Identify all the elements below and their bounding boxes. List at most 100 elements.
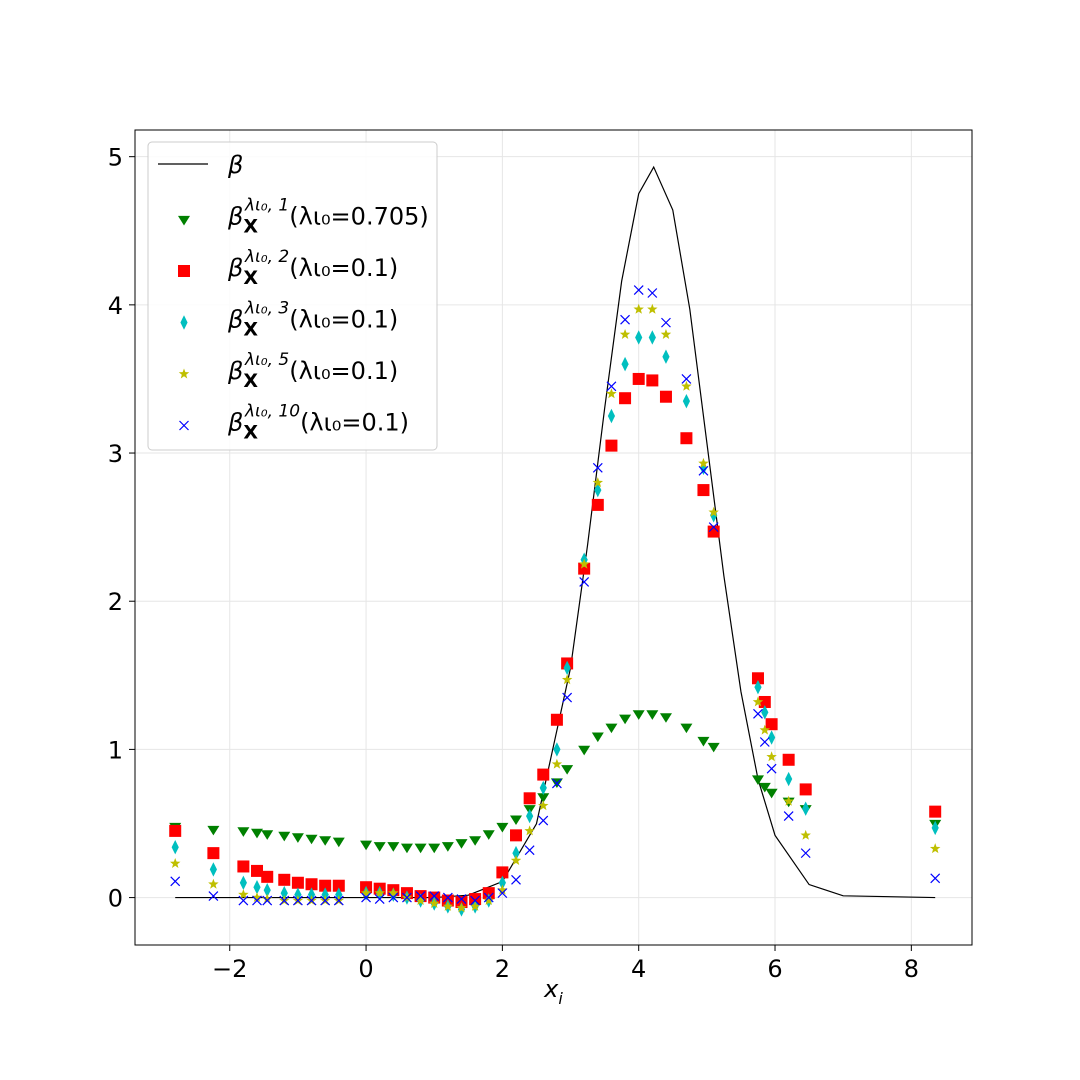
point [388,892,399,903]
point [291,876,304,889]
x-tick-label: 0 [358,955,373,983]
point [207,825,220,836]
point [766,751,777,762]
legend-base: β [227,409,243,437]
point [251,864,264,877]
point [929,805,942,818]
legend-sup: λι₀, 2 [244,247,289,267]
point [261,870,274,883]
point [305,878,318,891]
point [208,891,219,902]
point [496,822,509,833]
point [708,506,719,517]
point [648,330,656,345]
legend-label: βXλι₀, 3(λι₀=0.1) [227,299,398,341]
point [252,895,262,906]
point [510,815,523,826]
point [785,771,793,787]
point [707,742,720,753]
legend-sup: λι₀, 3 [244,299,289,319]
point [415,891,426,902]
y-tick-label: 5 [108,144,123,172]
point [550,713,563,726]
point [239,875,247,890]
legend-tail: (λι₀=0.1) [300,409,409,437]
point [292,895,303,906]
point [783,795,794,806]
point [708,522,719,533]
point [261,830,274,840]
x-tick-label: −2 [212,955,247,983]
point [578,558,590,569]
point [171,840,179,855]
point [698,457,709,468]
legend-marker [179,420,189,431]
point [751,672,764,685]
point [374,887,385,898]
point [929,843,941,854]
point [526,808,534,824]
point [661,317,671,328]
point [562,692,573,703]
point [428,843,441,854]
point [237,827,250,837]
point [632,372,645,385]
x-tick-label: 4 [631,955,646,983]
point [930,873,941,884]
y-tick-label: 1 [108,736,123,764]
point [592,462,603,473]
point [633,285,644,295]
point [681,380,692,391]
point [402,892,412,903]
legend-marker [180,315,188,330]
point [209,862,217,877]
point [591,732,604,743]
point [373,842,386,852]
point [782,753,795,766]
point [553,742,561,757]
point [635,330,643,345]
point [442,892,453,903]
point [632,710,645,720]
point [619,392,632,405]
point [768,730,776,745]
point [619,328,631,339]
legend-sub: X [243,370,258,392]
point [579,577,590,587]
point [237,860,250,873]
point [681,374,692,384]
point [659,390,672,403]
legend-base: β [227,306,243,334]
point [659,713,672,723]
point [697,736,710,747]
point [524,825,535,836]
point [660,328,672,339]
point [400,843,413,854]
point [523,792,536,805]
point [207,847,220,860]
point [765,788,778,799]
point [754,679,762,695]
point [497,884,508,895]
point [761,705,769,720]
x-axis-label: xi [543,975,563,1008]
point [510,855,522,865]
point [578,562,591,575]
point [766,763,777,774]
legend-box [147,141,438,451]
point [441,842,454,852]
y-tick-label: 3 [108,440,123,468]
point [765,718,778,731]
point [707,525,720,538]
point [646,374,659,387]
x-label-sub: i [558,989,563,1008]
point [539,780,547,796]
point [497,888,508,899]
legend-tail: (λι₀=0.1) [289,357,398,385]
legend-sub: X [243,319,258,341]
point [592,477,604,488]
x-label-base: x [543,975,559,1003]
legend-tail: (λι₀=0.1) [289,254,398,282]
point [697,484,710,497]
point [306,895,317,906]
